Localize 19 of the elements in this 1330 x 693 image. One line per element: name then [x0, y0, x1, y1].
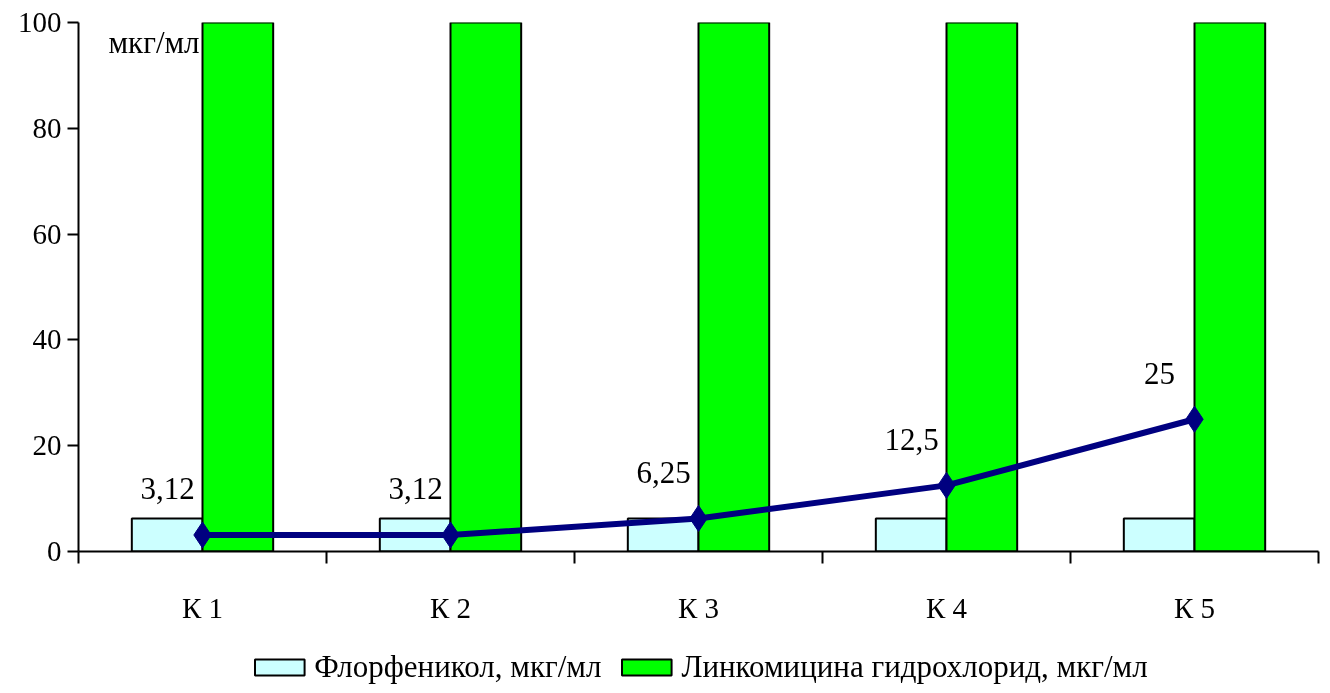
data-label: 3,12 [140, 471, 195, 507]
x-tick-label: К 4 [925, 591, 968, 624]
data-label: 12,5 [884, 421, 939, 457]
data-label: 3,12 [388, 471, 443, 507]
y-tick-label: 0 [47, 535, 62, 567]
x-tick-label: К 2 [429, 591, 472, 624]
x-tick-label: К 5 [1173, 591, 1216, 624]
y-tick-label: 100 [18, 6, 62, 38]
legend-label: Флорфеникол, мкг/мл [314, 648, 602, 685]
y-tick-label: 40 [32, 323, 62, 356]
y-tick-label: 60 [32, 217, 62, 250]
data-label: 6,25 [636, 454, 691, 490]
x-tick-label: К 3 [677, 591, 720, 624]
y-tick-label: 80 [32, 111, 62, 144]
data-label: 25 [1144, 355, 1175, 391]
y-axis-title: мкг/мл [108, 24, 200, 60]
legend-label: Линкомицина гидрохлорид, мкг/мл [681, 648, 1148, 685]
x-tick-label: К 1 [181, 591, 224, 624]
y-tick-label: 20 [32, 429, 62, 462]
